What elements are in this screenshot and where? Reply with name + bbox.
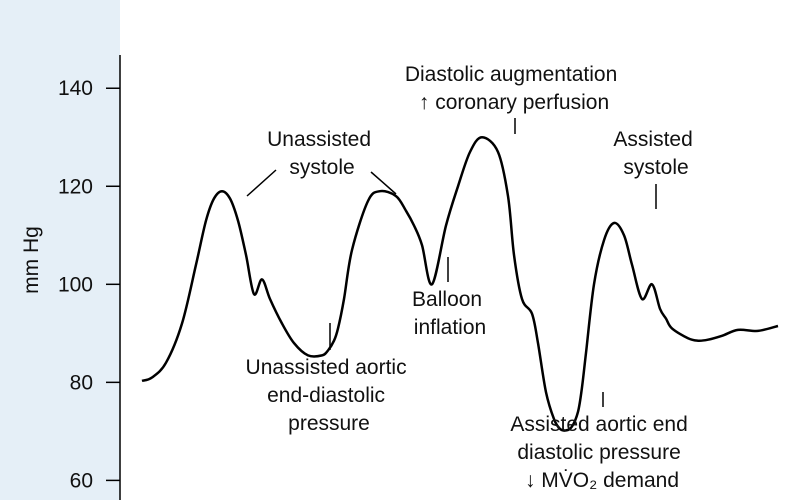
y-tick-label: 60 <box>70 469 93 492</box>
pressure-line <box>141 136 779 432</box>
annotation-assisted-aortic-pressure: Assisted aortic end diastolic pressure ↓… <box>510 413 693 492</box>
leader-unassisted-systole-right <box>370 171 397 195</box>
annotation-unassisted-systole: Unassisted systole <box>267 128 377 179</box>
y-tick-label: 80 <box>70 371 93 394</box>
leader-lines <box>246 118 657 407</box>
y-axis-ticks: 60 80 100 120 140 <box>58 77 120 492</box>
annotation-balloon-inflation: Balloon inflation <box>412 288 488 339</box>
annotation-unassisted-aortic-pressure: Unassisted aortic end-diastolic pressure <box>246 356 413 435</box>
y-tick-label: 100 <box>58 273 93 296</box>
y-tick-label: 140 <box>58 77 93 100</box>
plot-area <box>120 0 796 500</box>
annotation-assisted-systole: Assisted systole <box>613 128 698 179</box>
y-tick-label: 120 <box>58 175 93 198</box>
annotation-diastolic-augmentation: Diastolic augmentation ↑ coronary perfus… <box>405 63 623 114</box>
leader-unassisted-systole-left <box>246 169 277 197</box>
y-axis-label: mm Hg <box>20 226 43 294</box>
